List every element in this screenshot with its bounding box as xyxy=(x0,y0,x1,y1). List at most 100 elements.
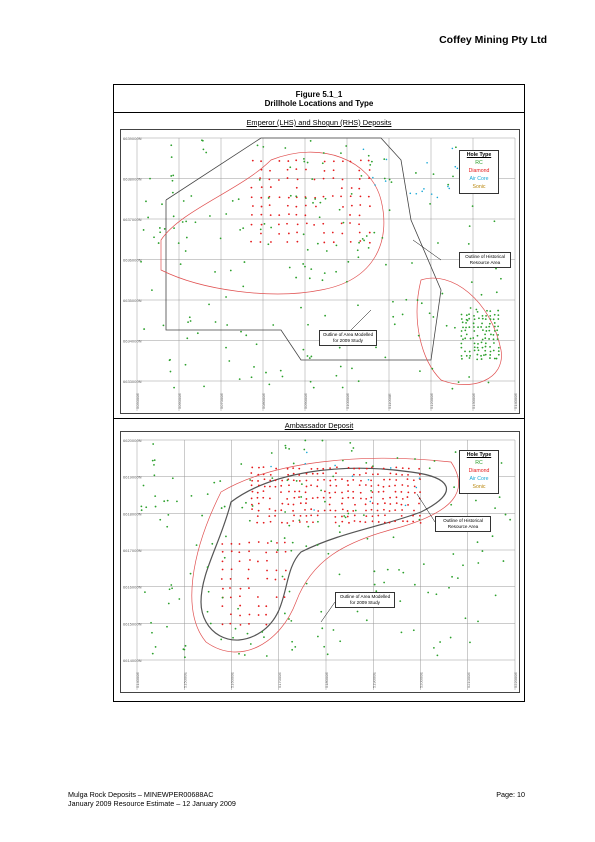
drillhole xyxy=(308,277,311,280)
legend-rc: RC xyxy=(475,160,483,166)
drillhole xyxy=(298,496,300,499)
drillhole xyxy=(394,484,396,487)
drillhole xyxy=(320,610,323,613)
drillhole xyxy=(352,490,355,493)
drillhole xyxy=(310,484,312,487)
drillhole xyxy=(401,484,404,486)
drillhole xyxy=(316,467,319,470)
drillhole xyxy=(437,242,439,244)
drillhole xyxy=(170,584,173,586)
drillhole xyxy=(251,213,253,216)
drillhole xyxy=(473,330,476,332)
drillhole xyxy=(341,160,344,163)
drillhole xyxy=(302,263,305,265)
drillhole xyxy=(383,158,386,161)
drillhole xyxy=(163,500,166,503)
drillhole xyxy=(295,480,298,482)
emperor-shogun-map: 6639000N 6638000N 6637000N 6636000N 6635000N… xyxy=(120,129,520,414)
drillhole xyxy=(453,486,456,489)
drillhole xyxy=(347,260,350,263)
drillhole xyxy=(334,521,337,524)
drillhole xyxy=(390,181,393,184)
drillhole xyxy=(462,326,464,329)
drillhole xyxy=(250,196,253,199)
drillhole xyxy=(318,216,321,219)
drillhole xyxy=(419,521,422,524)
drillhole xyxy=(373,570,376,573)
drillhole xyxy=(469,337,472,340)
drillhole xyxy=(476,310,479,313)
section-divider xyxy=(114,418,524,419)
drillhole xyxy=(246,632,249,635)
drillhole xyxy=(195,544,198,546)
drillhole xyxy=(247,577,249,580)
drillhole xyxy=(166,625,168,628)
drillhole xyxy=(256,521,259,524)
drillhole xyxy=(348,521,350,524)
drillhole xyxy=(250,497,253,500)
drillhole xyxy=(468,317,471,320)
drillhole xyxy=(321,439,324,442)
drillhole xyxy=(401,467,404,469)
callout-line: Resource Area xyxy=(447,524,479,529)
drillhole xyxy=(480,293,483,296)
drillhole xyxy=(299,502,302,505)
drillhole xyxy=(184,363,187,366)
drillhole xyxy=(262,466,265,469)
drillhole xyxy=(385,158,388,161)
drillhole xyxy=(237,607,239,610)
callout-line: for 2009 Study xyxy=(333,338,363,343)
drillhole xyxy=(202,148,205,151)
drillhole xyxy=(300,306,302,309)
drillhole xyxy=(173,227,175,230)
drillhole xyxy=(274,485,277,488)
drillhole xyxy=(256,144,259,147)
drillhole xyxy=(370,479,373,482)
drillhole xyxy=(225,535,227,538)
drillhole xyxy=(221,568,224,571)
drillhole xyxy=(295,186,298,189)
drillhole xyxy=(388,521,391,524)
drillhole xyxy=(481,322,483,325)
drillhole xyxy=(432,646,435,649)
drillhole xyxy=(221,623,224,626)
drillhole xyxy=(399,600,402,603)
legend-title: Hole Type xyxy=(466,152,492,158)
drillhole xyxy=(322,177,325,180)
drillhole xyxy=(262,490,265,492)
drillhole xyxy=(335,472,337,475)
drillhole xyxy=(292,472,295,475)
drillhole xyxy=(293,490,296,493)
drillhole xyxy=(270,452,273,454)
drillhole xyxy=(306,161,309,164)
drillhole xyxy=(460,346,463,349)
legend-diamond: Diamond xyxy=(468,168,490,174)
drillhole xyxy=(312,201,314,204)
drillhole xyxy=(171,191,174,194)
map2-historical-callout: Outline of Historical Resource Area xyxy=(435,516,491,532)
drillhole xyxy=(350,192,353,195)
drillhole xyxy=(395,479,398,481)
drillhole xyxy=(278,179,280,181)
drillhole xyxy=(341,386,344,389)
drillhole xyxy=(287,196,290,199)
drillhole xyxy=(341,232,344,235)
drillhole xyxy=(388,209,391,212)
drillhole xyxy=(300,483,303,486)
drillhole xyxy=(265,605,268,608)
emperor-shogun-map-graphic: 6639000N 6638000N 6637000N 6636000N 6635000N… xyxy=(123,136,518,411)
drillhole xyxy=(239,228,242,231)
drillhole xyxy=(287,232,290,235)
drillhole xyxy=(291,640,294,643)
drillhole xyxy=(365,515,368,518)
drillhole xyxy=(239,623,242,626)
drillhole xyxy=(489,345,491,348)
drillhole xyxy=(265,613,267,616)
drillhole xyxy=(493,322,496,324)
drillhole xyxy=(346,479,349,482)
drillhole xyxy=(305,485,308,488)
drillhole xyxy=(305,514,308,517)
drillhole xyxy=(260,196,263,199)
easting-label: 511000E xyxy=(387,393,392,409)
drillhole xyxy=(469,354,471,357)
